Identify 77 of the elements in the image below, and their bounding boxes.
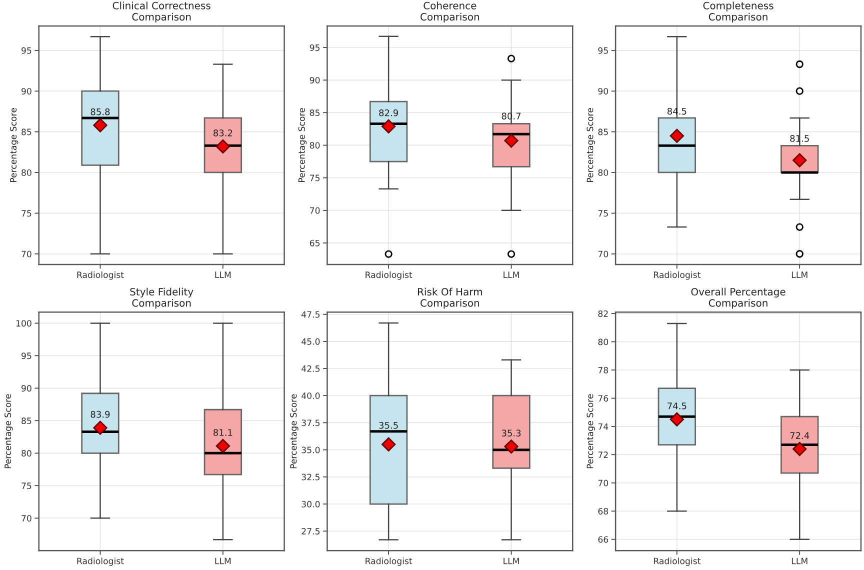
text: 81.1 xyxy=(213,429,232,436)
x-tick-label: LLM xyxy=(504,272,519,278)
y-tick-label: 80 xyxy=(598,169,608,176)
y-tick-label: 70 xyxy=(22,515,32,522)
chart-title: Risk Of Harm Comparison xyxy=(418,288,482,309)
y-axis-title: Percentage Score xyxy=(290,394,298,468)
x-tick-label: LLM xyxy=(215,558,231,564)
y-tick-label: 95 xyxy=(22,352,32,360)
y-axis-title: Percentage Score xyxy=(298,108,307,182)
y-tick-label: 90 xyxy=(22,385,32,392)
text: 35.3 xyxy=(502,430,521,436)
chart-title: Coherence Comparison xyxy=(420,2,480,23)
x-tick-label: Radiologist xyxy=(654,558,701,566)
x-tick-label: Radiologist xyxy=(77,558,124,566)
chart-title: Clinical Correctness Comparison xyxy=(112,2,210,23)
y-tick-label: 45.0 xyxy=(302,338,320,345)
text: 35.5 xyxy=(379,422,398,429)
y-tick-label: 95 xyxy=(22,47,32,54)
y-tick-label: 75 xyxy=(22,210,32,217)
y-tick-label: 85 xyxy=(22,418,32,424)
y-tick-label: 27.5 xyxy=(302,528,320,535)
x-tick-label: LLM xyxy=(792,272,808,278)
y-tick-label: 95 xyxy=(310,44,320,51)
y-tick-label: 85 xyxy=(22,128,32,136)
y-tick-label: 65 xyxy=(310,240,320,246)
text: 83.9 xyxy=(90,410,110,418)
y-tick-label: 90 xyxy=(310,76,320,84)
chart-title: Overall Percentage Comparison xyxy=(691,288,786,309)
x-tick-label: LLM xyxy=(504,558,519,564)
y-tick-label: 90 xyxy=(598,88,608,94)
chart-title: Style Fidelity Comparison xyxy=(130,288,194,309)
y-axis-title: Percentage Score xyxy=(586,108,595,182)
y-tick-label: 80 xyxy=(22,450,32,457)
y-tick-label: 40.0 xyxy=(302,392,320,400)
text: 83.2 xyxy=(213,130,232,136)
text: 85.8 xyxy=(90,108,110,116)
y-tick-label: 30.0 xyxy=(302,500,320,508)
y-tick-label: 95 xyxy=(598,47,608,54)
x-tick-label: Radiologist xyxy=(654,271,701,280)
y-tick-label: 74 xyxy=(598,423,608,430)
y-tick-label: 75 xyxy=(310,174,320,182)
y-tick-label: 80 xyxy=(598,338,608,346)
y-tick-label: 82 xyxy=(598,310,608,317)
y-tick-label: 78 xyxy=(598,366,608,374)
y-tick-label: 70 xyxy=(598,250,608,258)
chart-title: Completeness Comparison xyxy=(703,2,774,23)
x-tick-label: LLM xyxy=(215,272,231,278)
y-axis-title: Percentage Score xyxy=(586,394,595,468)
y-tick-label: 66 xyxy=(598,536,608,543)
y-tick-label: 42.5 xyxy=(302,365,320,372)
x-tick-label: Radiologist xyxy=(366,271,412,280)
x-tick-label: Radiologist xyxy=(366,558,412,566)
y-tick-label: 70 xyxy=(22,250,32,258)
y-tick-label: 32.5 xyxy=(302,474,320,480)
y-tick-label: 37.5 xyxy=(302,420,320,426)
y-tick-label: 72 xyxy=(598,452,608,458)
y-tick-label: 76 xyxy=(598,395,608,402)
y-tick-label: 70 xyxy=(598,480,608,486)
y-tick-label: 100 xyxy=(16,320,32,327)
y-axis-title: Percentage Score xyxy=(10,108,18,182)
y-tick-label: 75 xyxy=(22,482,32,490)
y-tick-label: 70 xyxy=(310,207,320,214)
y-tick-label: 75 xyxy=(598,210,608,217)
y-tick-label: 85 xyxy=(310,110,320,116)
x-tick-label: Radiologist xyxy=(77,271,124,280)
y-tick-label: 90 xyxy=(22,88,32,94)
y-tick-label: 35.0 xyxy=(302,446,320,454)
text: 82.9 xyxy=(379,109,398,116)
y-tick-label: 80 xyxy=(22,169,32,176)
text: 74.5 xyxy=(668,402,686,410)
text: 72.4 xyxy=(790,432,810,439)
y-tick-label: 68 xyxy=(598,508,608,515)
y-tick-label: 80 xyxy=(310,142,320,149)
y-axis-title: Percentage Score xyxy=(4,394,13,468)
y-tick-label: 47.5 xyxy=(302,311,320,318)
x-tick-label: LLM xyxy=(792,558,808,564)
y-tick-label: 85 xyxy=(598,128,608,136)
